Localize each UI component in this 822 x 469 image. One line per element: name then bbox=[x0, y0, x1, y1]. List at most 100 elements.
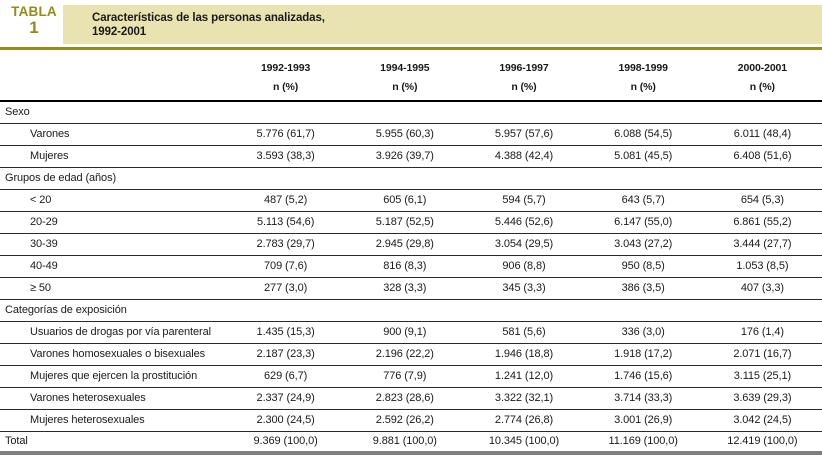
cell-value: 5.957 (57,6) bbox=[494, 128, 554, 140]
cell-value: 776 (7,9) bbox=[383, 370, 427, 382]
cell-value: 3.593 (38,3) bbox=[256, 150, 315, 162]
cell-value: 3.714 (33,3) bbox=[614, 392, 673, 404]
cell-value: 2.071 (16,7) bbox=[733, 348, 792, 360]
row-label: 20-29 bbox=[30, 216, 58, 228]
cell-value: 3.639 (29,3) bbox=[733, 392, 792, 404]
cell-value: 581 (5,6) bbox=[502, 326, 546, 338]
table-header-band: TABLA 1 Características de las personas … bbox=[0, 0, 822, 50]
section-label: Grupos de edad (años) bbox=[5, 172, 117, 184]
table-title-line1: Características de las personas analizad… bbox=[92, 11, 325, 24]
cell-value: 2.337 (24,9) bbox=[256, 392, 315, 404]
cell-value: 9.881 (100,0) bbox=[372, 435, 437, 448]
cell-value: 3.043 (27,2) bbox=[614, 238, 673, 250]
table-row: Mujeres que ejercen la prostitución 629 … bbox=[0, 365, 822, 387]
cell-value: 3.001 (26,9) bbox=[614, 414, 673, 426]
table-row: Usuarios de drogas por vía parenteral 1.… bbox=[0, 321, 822, 343]
cell-value: 2.945 (29,8) bbox=[375, 238, 434, 250]
table-row: Mujeres heterosexuales 2.300 (24,5) 2.59… bbox=[0, 409, 822, 431]
cell-value: 2.187 (23,3) bbox=[256, 348, 315, 360]
column-header: 2000-2001 bbox=[737, 62, 788, 74]
total-label: Total bbox=[5, 435, 28, 448]
table-row: Mujeres 3.593 (38,3) 3.926 (39,7) 4.388 … bbox=[0, 145, 822, 167]
cell-value: 3.054 (29,5) bbox=[494, 238, 554, 250]
cell-value: 3.444 (27,7) bbox=[733, 238, 792, 250]
data-table: 1992-1993 1994-1995 1996-1997 1998-1999 … bbox=[0, 53, 822, 455]
table-row: 30-39 2.783 (29,7) 2.945 (29,8) 3.054 (2… bbox=[0, 233, 822, 255]
cell-value: 1.946 (18,8) bbox=[494, 348, 554, 360]
cell-value: 11.169 (100,0) bbox=[608, 435, 678, 448]
cell-value: 5.081 (45,5) bbox=[614, 150, 673, 162]
row-label: Mujeres bbox=[30, 150, 69, 162]
cell-value: 328 (3,3) bbox=[383, 282, 427, 294]
cell-value: 2.783 (29,7) bbox=[256, 238, 315, 250]
subheader-cell: n (%) bbox=[583, 75, 703, 102]
section-label: Sexo bbox=[5, 106, 30, 119]
section-header-row: Grupos de edad (años) bbox=[0, 167, 822, 189]
row-label: Varones heterosexuales bbox=[30, 392, 146, 404]
cell-value: 6.011 (48,4) bbox=[733, 128, 792, 140]
table-row: Varones 5.776 (61,7) 5.955 (60,3) 5.957 … bbox=[0, 123, 822, 145]
cell-value: 643 (5,7) bbox=[621, 194, 665, 206]
cell-value: 5.113 (54,6) bbox=[256, 216, 315, 228]
cell-value: 594 (5,7) bbox=[502, 194, 546, 206]
cell-value: 1.053 (8,5) bbox=[736, 260, 789, 272]
cell-value: 5.776 (61,7) bbox=[256, 128, 315, 140]
table-title-line2: 1992-2001 bbox=[92, 25, 147, 38]
table-row: ≥ 50 277 (3,0) 328 (3,3) 345 (3,3) 386 (… bbox=[0, 277, 822, 299]
cell-value: 950 (8,5) bbox=[621, 260, 665, 272]
cell-value: 386 (3,5) bbox=[621, 282, 665, 294]
total-row: Total 9.369 (100,0) 9.881 (100,0) 10.345… bbox=[0, 431, 822, 453]
row-label: 40-49 bbox=[30, 260, 58, 272]
cell-value: 1.918 (17,2) bbox=[614, 348, 673, 360]
cell-value: 345 (3,3) bbox=[502, 282, 546, 294]
cell-value: 407 (3,3) bbox=[740, 282, 784, 294]
subheader-cell: n (%) bbox=[345, 75, 465, 102]
table-label-number: 1 bbox=[29, 18, 39, 38]
row-label: Usuarios de drogas por vía parenteral bbox=[30, 326, 211, 338]
cell-value: 2.300 (24,5) bbox=[256, 414, 315, 426]
cell-value: 906 (8,8) bbox=[502, 260, 546, 272]
cell-value: 3.322 (32,1) bbox=[494, 392, 554, 404]
cell-value: 6.147 (55,0) bbox=[614, 216, 673, 228]
cell-value: 5.446 (52,6) bbox=[494, 216, 554, 228]
column-header: 1998-1999 bbox=[618, 62, 668, 74]
olive-divider bbox=[0, 47, 822, 50]
cell-value: 487 (5,2) bbox=[264, 194, 308, 206]
cell-value: 709 (7,6) bbox=[264, 260, 308, 272]
cell-value: 6.408 (51,6) bbox=[733, 150, 792, 162]
table-label-word: TABLA bbox=[11, 4, 57, 19]
cell-value: 176 (1,4) bbox=[740, 326, 784, 338]
table-row: Varones homosexuales o bisexuales 2.187 … bbox=[0, 343, 822, 365]
table-row: < 20 487 (5,2) 605 (6,1) 594 (5,7) 643 (… bbox=[0, 189, 822, 211]
table-row: Varones heterosexuales 2.337 (24,9) 2.82… bbox=[0, 387, 822, 409]
table-row: 20-29 5.113 (54,6) 5.187 (52,5) 5.446 (5… bbox=[0, 211, 822, 233]
cell-value: 6.088 (54,5) bbox=[614, 128, 673, 140]
subheader-cell: n (%) bbox=[464, 75, 584, 102]
table-number-label: TABLA 1 bbox=[8, 4, 60, 38]
cell-value: 9.369 (100,0) bbox=[253, 435, 318, 448]
cell-value: 5.955 (60,3) bbox=[375, 128, 434, 140]
cell-value: 3.115 (25,1) bbox=[733, 370, 792, 382]
subheader-row: n (%) n (%) n (%) n (%) n (%) bbox=[0, 75, 822, 102]
corner-cell bbox=[0, 53, 226, 75]
cell-value: 1.746 (15,6) bbox=[614, 370, 673, 382]
cell-value: 2.592 (26,2) bbox=[375, 414, 434, 426]
cell-value: 12.419 (100,0) bbox=[727, 435, 798, 448]
cell-value: 816 (8,3) bbox=[383, 260, 427, 272]
column-header-row: 1992-1993 1994-1995 1996-1997 1998-1999 … bbox=[0, 53, 822, 75]
column-header: 1996-1997 bbox=[499, 62, 549, 74]
cell-value: 6.861 (55,2) bbox=[733, 216, 792, 228]
row-label: ≥ 50 bbox=[30, 282, 51, 294]
subheader-cell: n (%) bbox=[226, 75, 346, 102]
subheader-cell: n (%) bbox=[702, 75, 822, 102]
cell-value: 629 (6,7) bbox=[264, 370, 308, 382]
cell-value: 605 (6,1) bbox=[383, 194, 427, 206]
section-label: Categorías de exposición bbox=[5, 304, 127, 316]
row-label: < 20 bbox=[30, 194, 52, 206]
row-label: Mujeres heterosexuales bbox=[30, 414, 145, 426]
table-title-banner: Características de las personas analizad… bbox=[63, 5, 822, 44]
cell-value: 3.926 (39,7) bbox=[375, 150, 434, 162]
cell-value: 336 (3,0) bbox=[621, 326, 665, 338]
column-header: 1994-1995 bbox=[380, 62, 430, 74]
row-label: Varones bbox=[30, 128, 70, 140]
